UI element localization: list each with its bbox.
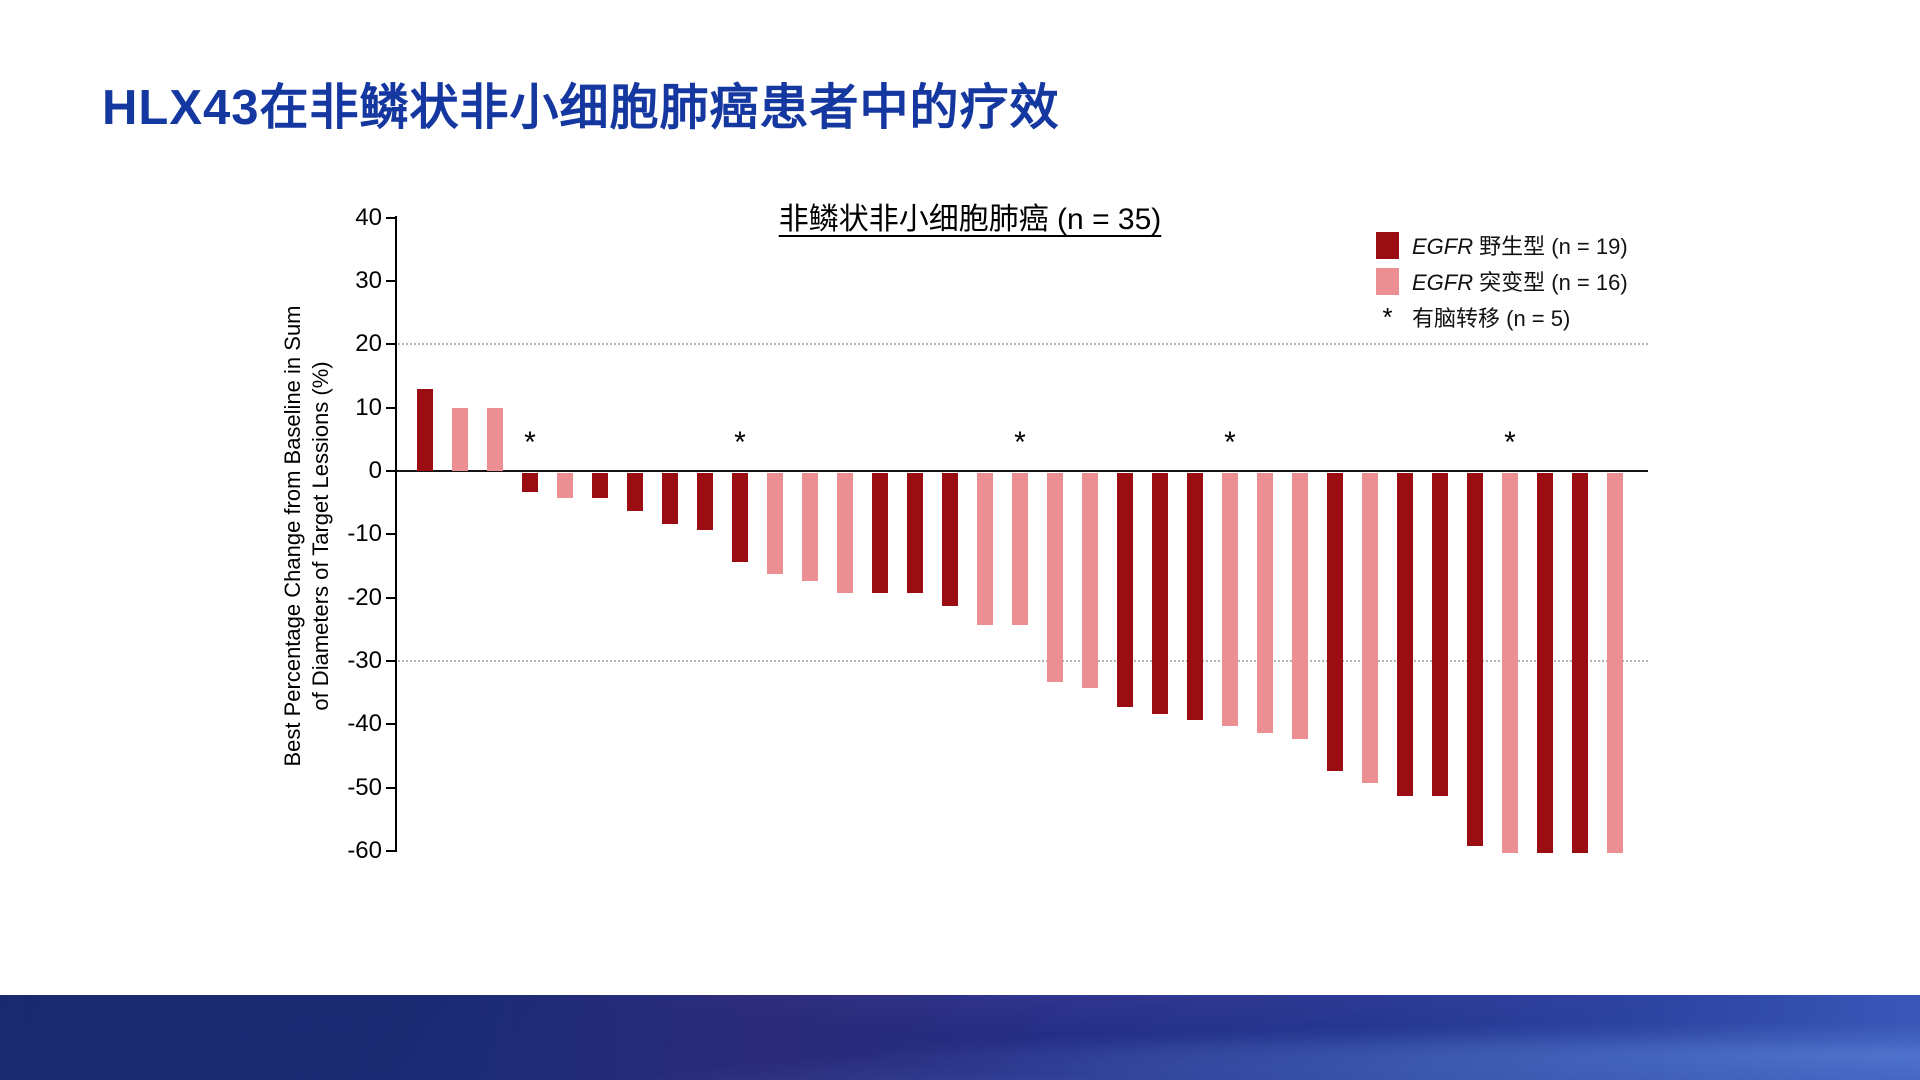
- legend-swatch-wildtype: [1376, 231, 1399, 259]
- bar-patient-20: [1082, 473, 1098, 689]
- y-tick-mark: [386, 659, 396, 662]
- chart-legend: EGFR 野生型 (n = 19) EGFR 突变型 (n = 16) * 有脑转移…: [1376, 231, 1628, 339]
- y-tick-mark: [386, 533, 396, 536]
- y-tick-label--10: -10: [347, 520, 382, 548]
- legend-gene-mutant: EGFR: [1412, 270, 1474, 295]
- brain-met-asterisk: *: [1224, 426, 1236, 459]
- y-tick-mark: [386, 343, 396, 346]
- asterisk-icon: *: [1382, 302, 1393, 332]
- bar-patient-12: [802, 473, 818, 581]
- legend-item-brain-met: * 有脑转移 (n = 5): [1376, 303, 1628, 331]
- y-tick-mark: [386, 406, 396, 409]
- y-tick-label--40: -40: [347, 710, 382, 738]
- bar-patient-32: [1502, 473, 1518, 853]
- bar-patient-35: [1607, 473, 1623, 853]
- bar-patient-9: [697, 473, 713, 530]
- slide-title: HLX43在非鳞状非小细胞肺癌患者中的疗效: [102, 81, 1060, 135]
- bar-patient-2: [452, 407, 468, 471]
- legend-label-mutant: EGFR 突变型 (n = 16): [1412, 270, 1628, 295]
- bar-patient-30: [1432, 473, 1448, 796]
- bar-patient-34: [1572, 473, 1588, 853]
- y-tick-mark: [386, 723, 396, 726]
- y-tick-label-20: 20: [355, 330, 382, 358]
- bar-patient-13: [837, 473, 853, 594]
- legend-item-egfr-mutant: EGFR 突变型 (n = 16): [1376, 267, 1628, 295]
- y-tick-label--60: -60: [347, 836, 382, 864]
- bar-patient-31: [1467, 473, 1483, 847]
- y-tick-label-10: 10: [355, 393, 382, 421]
- bar-patient-8: [662, 473, 678, 524]
- legend-item-egfr-wildtype: EGFR 野生型 (n = 19): [1376, 231, 1628, 259]
- bar-patient-19: [1047, 473, 1063, 682]
- bar-patient-18: [1012, 473, 1028, 625]
- brain-met-asterisk: *: [734, 426, 746, 459]
- zero-baseline: [396, 470, 1648, 472]
- y-tick-label--50: -50: [347, 773, 382, 801]
- brain-met-asterisk: *: [1504, 426, 1516, 459]
- reference-line--30: [398, 659, 1648, 662]
- bar-patient-14: [872, 473, 888, 594]
- bar-patient-5: [557, 473, 573, 499]
- bar-patient-1: [417, 388, 433, 471]
- bar-patient-17: [977, 473, 993, 625]
- bar-patient-11: [767, 473, 783, 575]
- bar-patient-6: [592, 473, 608, 499]
- chart-title: 非鳞状非小细胞肺癌 (n = 35): [600, 194, 1340, 238]
- legend-swatch-mutant: [1376, 267, 1399, 295]
- y-axis-line: [395, 216, 397, 852]
- bar-patient-7: [627, 473, 643, 511]
- footer-banner: FORGINGTHEFUTURE 开创未来 国际肺癌前沿及创新论坛 INTERN…: [0, 995, 1920, 1080]
- legend-gene-wildtype: EGFR: [1412, 234, 1474, 259]
- y-tick-label--20: -20: [347, 583, 382, 611]
- bar-patient-4: [522, 473, 538, 492]
- y-tick-mark: [386, 470, 396, 472]
- chart-title-text: 非鳞状非小细胞肺癌 (n = 35): [778, 203, 1162, 236]
- y-tick-mark: [386, 280, 396, 283]
- bar-patient-10: [732, 473, 748, 562]
- y-tick-label--30: -30: [347, 646, 382, 674]
- bar-patient-33: [1537, 473, 1553, 853]
- bar-patient-27: [1327, 473, 1343, 771]
- bar-patient-25: [1257, 473, 1273, 733]
- bar-patient-23: [1187, 473, 1203, 720]
- legend-label-brain-met: 有脑转移 (n = 5): [1412, 306, 1571, 331]
- bar-patient-24: [1222, 473, 1238, 727]
- bar-patient-28: [1362, 473, 1378, 784]
- bar-patient-3: [487, 407, 503, 471]
- y-tick-mark: [386, 849, 396, 852]
- bar-patient-15: [907, 473, 923, 594]
- y-tick-label-40: 40: [355, 203, 382, 231]
- brain-met-asterisk: *: [524, 426, 536, 459]
- legend-label-wildtype: EGFR 野生型 (n = 19): [1412, 234, 1628, 259]
- bar-patient-21: [1117, 473, 1133, 708]
- y-tick-mark: [386, 596, 396, 599]
- reference-line-20: [398, 343, 1648, 346]
- bar-patient-26: [1292, 473, 1308, 739]
- y-tick-label-30: 30: [355, 267, 382, 295]
- bar-patient-16: [942, 473, 958, 606]
- brain-met-asterisk: *: [1014, 426, 1026, 459]
- bar-patient-22: [1152, 473, 1168, 714]
- bar-patient-29: [1397, 473, 1413, 796]
- y-tick-mark: [386, 216, 396, 219]
- y-tick-label-0: 0: [368, 457, 382, 484]
- y-tick-mark: [386, 786, 396, 789]
